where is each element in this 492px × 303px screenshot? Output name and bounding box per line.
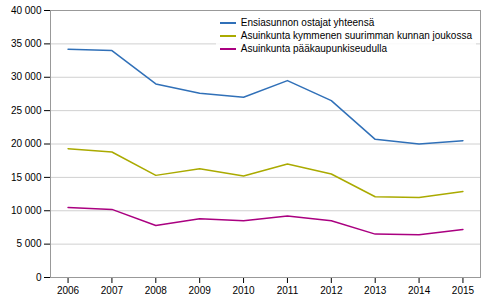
svg-text:2012: 2012 xyxy=(320,285,343,296)
svg-text:30 000: 30 000 xyxy=(11,71,42,82)
svg-text:20 000: 20 000 xyxy=(11,138,42,149)
html-text:Asuinkunta kymmenen suurimman: Asuinkunta kymmenen suurimman kunnan jou… xyxy=(240,30,472,41)
svg-text:2008: 2008 xyxy=(145,285,168,296)
html-text:Asuinkunta pääkaupunkiseudulla: Asuinkunta pääkaupunkiseudulla xyxy=(240,43,387,54)
svg-text:5 000: 5 000 xyxy=(16,238,41,249)
svg-text:2009: 2009 xyxy=(189,285,212,296)
svg-text:40 000: 40 000 xyxy=(11,5,42,16)
svg-text:2006: 2006 xyxy=(57,285,80,296)
svg-text:25 000: 25 000 xyxy=(11,105,42,116)
svg-text:2015: 2015 xyxy=(452,285,475,296)
svg-text:10 000: 10 000 xyxy=(11,205,42,216)
svg-text:35 000: 35 000 xyxy=(11,38,42,49)
svg-text:15 000: 15 000 xyxy=(11,172,42,183)
svg-text:2013: 2013 xyxy=(364,285,387,296)
html-text:Ensiasunnon ostajat yhteensä: Ensiasunnon ostajat yhteensä xyxy=(240,17,375,28)
svg-text:2011: 2011 xyxy=(277,285,299,296)
svg-text:2007: 2007 xyxy=(101,285,124,296)
svg-text:2014: 2014 xyxy=(408,285,431,296)
svg-text:2010: 2010 xyxy=(232,285,255,296)
svg-text:0: 0 xyxy=(36,272,42,283)
